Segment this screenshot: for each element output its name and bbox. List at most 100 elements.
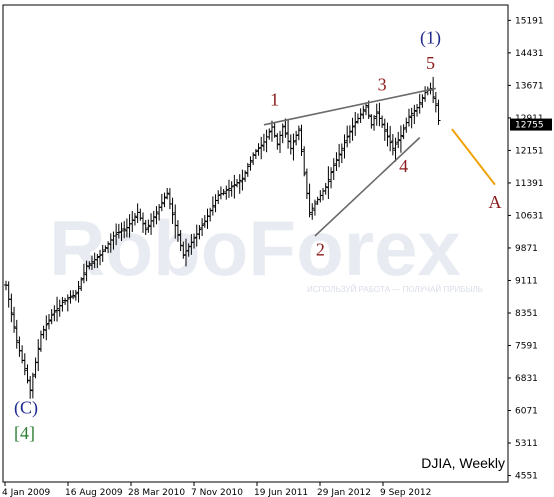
wave-label: A xyxy=(488,192,501,212)
ohlc-bar xyxy=(433,91,438,113)
wave-label: (1) xyxy=(420,28,441,49)
ohlc-bar xyxy=(280,123,285,144)
ohlc-bar xyxy=(60,296,65,312)
ohlc-bar xyxy=(25,364,30,384)
ohlc-bar xyxy=(52,305,57,322)
ohlc-bar xyxy=(79,277,84,291)
y-tick-label: 8351 xyxy=(515,309,538,319)
ohlc-bar xyxy=(342,134,347,159)
ohlc-bar xyxy=(170,197,175,224)
ohlc-bar xyxy=(406,108,411,127)
ohlc-bar xyxy=(55,296,60,322)
ohlc-bar xyxy=(226,179,231,198)
current-price-marker: 12755 xyxy=(510,118,552,131)
ohlc-bar xyxy=(76,280,81,303)
current-price-label: 12755 xyxy=(515,121,544,131)
ohlc-bar xyxy=(256,143,261,156)
x-tick-label: 7 Nov 2010 xyxy=(191,488,243,497)
ohlc-bar xyxy=(119,222,124,242)
ohlc-bar xyxy=(353,111,358,136)
ohlc-bar xyxy=(229,181,234,197)
ohlc-bar xyxy=(210,196,215,216)
ohlc-bar xyxy=(372,115,377,131)
ohlc-bar xyxy=(436,99,441,125)
ohlc-bar xyxy=(202,215,207,228)
ohlc-bar xyxy=(272,122,277,138)
ohlc-bar xyxy=(347,125,352,144)
wave-label: 3 xyxy=(378,75,387,95)
ohlc-bar xyxy=(237,174,242,194)
wave-label: 5 xyxy=(426,53,435,73)
ohlc-bar xyxy=(363,102,368,116)
x-tick-label: 28 Mar 2010 xyxy=(128,488,185,497)
ohlc-bar xyxy=(71,290,76,300)
ohlc-bar xyxy=(417,93,422,114)
x-tick-label: 29 Jan 2012 xyxy=(317,488,371,497)
ohlc-bar xyxy=(382,118,387,141)
ohlc-bar xyxy=(122,221,127,239)
ohlc-bar xyxy=(329,167,334,189)
wave-label: (C) xyxy=(14,398,38,419)
ohlc-bar xyxy=(380,115,385,128)
ohlc-bar xyxy=(275,133,280,150)
ohlc-bar xyxy=(420,94,425,108)
y-tick-label: 10631 xyxy=(515,211,544,221)
forecast-line xyxy=(451,128,496,186)
wave-label: 1 xyxy=(270,90,279,110)
ohlc-bar xyxy=(41,325,46,339)
ohlc-bar xyxy=(374,103,379,126)
ohlc-bar xyxy=(366,100,371,120)
ohlc-bar xyxy=(259,136,264,160)
x-tick-label: 4 Jan 2009 xyxy=(2,488,50,497)
plot-border xyxy=(2,4,509,483)
y-axis: 1519114431136711291112151113911063198719… xyxy=(508,16,552,482)
watermark-brand: RoboForex xyxy=(49,204,461,292)
ohlc-bar xyxy=(240,169,245,191)
ohlc-bar xyxy=(243,170,248,182)
wave-labels: (C) [4] 1 2 3 4 (1) 5 A xyxy=(14,28,501,444)
ohlc-bar xyxy=(87,261,92,270)
ohlc-bar xyxy=(283,118,288,138)
ohlc-bar xyxy=(68,290,73,304)
ohlc-bar xyxy=(95,253,100,268)
ohlc-bar xyxy=(310,203,315,220)
wave-label: 2 xyxy=(316,239,325,259)
ohlc-bar xyxy=(331,158,336,180)
ohlc-bar xyxy=(312,199,317,216)
ohlc-bar xyxy=(326,166,331,200)
ohlc-bar xyxy=(388,126,393,152)
ohlc-bar xyxy=(245,163,250,177)
y-tick-label: 9111 xyxy=(515,276,538,286)
ohlc-bar xyxy=(81,263,86,284)
ohlc-bar xyxy=(412,104,417,125)
ohlc-bar xyxy=(44,315,49,341)
ohlc-bar xyxy=(409,107,414,129)
ohlc-bar xyxy=(46,314,51,330)
y-tick-label: 6071 xyxy=(515,407,538,417)
ohlc-bar xyxy=(339,143,344,164)
ohlc-bar xyxy=(334,152,339,171)
ohlc-bar xyxy=(114,223,119,246)
ohlc-bar xyxy=(146,219,151,233)
y-tick-label: 13671 xyxy=(515,81,544,91)
ohlc-bar xyxy=(9,293,14,323)
ohlc-bar xyxy=(178,230,183,252)
ohlc-bar xyxy=(98,249,103,266)
ohlc-bar xyxy=(358,108,363,123)
y-tick-label: 15191 xyxy=(515,16,544,26)
ohlc-bar xyxy=(299,124,304,156)
ohlc-bar xyxy=(221,189,226,196)
ohlc-bar xyxy=(307,183,312,218)
y-tick-label: 4551 xyxy=(515,472,538,482)
ohlc-bar xyxy=(200,218,205,237)
ohlc-bar xyxy=(159,193,164,212)
ohlc-bar xyxy=(143,219,148,235)
ohlc-bar xyxy=(291,133,296,161)
ohlc-bar xyxy=(224,185,229,200)
ohlc-bar xyxy=(302,146,307,177)
ohlc-bar xyxy=(323,182,328,195)
ohlc-bar xyxy=(36,339,41,372)
